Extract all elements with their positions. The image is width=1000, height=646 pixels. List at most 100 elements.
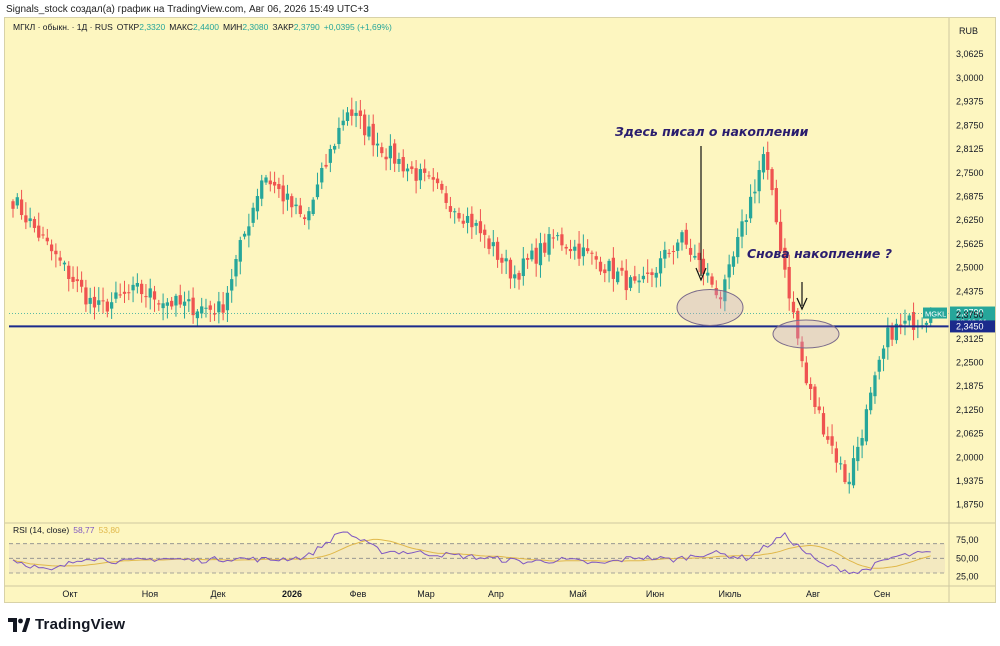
price-tick-label: 2,4375 (956, 286, 984, 296)
candle-body (453, 211, 457, 213)
candle-body (761, 154, 766, 173)
candle-body (97, 300, 101, 305)
candle-body (260, 180, 264, 199)
rsi-legend-item: 58,77 (73, 525, 95, 535)
candle-body (423, 168, 427, 173)
candle-body (839, 463, 843, 465)
candle-body (354, 112, 358, 116)
candle-body (890, 326, 894, 340)
candle-body (860, 438, 864, 446)
candle-body (564, 246, 568, 249)
legend: МГКЛ · обыкн. · 1Д · RUS ОТКР2,3320 МАКС2,… (13, 22, 392, 32)
candle-body (560, 234, 564, 246)
candle-body (418, 169, 423, 181)
candles (11, 97, 933, 494)
candle-body (225, 292, 230, 311)
price-tick-label: 2,3750 (956, 310, 984, 320)
candle-body (504, 258, 508, 262)
time-tick-label: Фев (350, 589, 367, 599)
candle-body (508, 259, 513, 279)
rsi-tick-label: 25,00 (956, 572, 979, 582)
price-tick-label: 1,9375 (956, 476, 984, 486)
candle-body (783, 247, 787, 270)
candle-body (161, 303, 165, 309)
candle-body (363, 114, 367, 136)
candle-body (667, 252, 671, 254)
candle-body (607, 260, 611, 272)
candle-body (774, 188, 778, 223)
price-tick-label: 2,0000 (956, 452, 984, 462)
accumulation-zone (772, 319, 840, 349)
candle-body (92, 296, 97, 308)
candle-body (405, 168, 410, 172)
price-tick-label: 2,5000 (956, 263, 984, 273)
candle-body (864, 409, 869, 442)
candle-body (813, 386, 817, 408)
candle-body (877, 359, 881, 372)
candle-body (633, 276, 637, 281)
candle-body (410, 166, 414, 170)
candle-body (67, 265, 71, 280)
annotation-arrowhead (695, 267, 707, 282)
candle-body (590, 252, 594, 254)
candle-body (538, 243, 543, 266)
candle-body (834, 448, 838, 463)
legend-item: МАКС (169, 22, 193, 32)
time-tick-label: Сен (874, 589, 891, 599)
candle-body (144, 296, 148, 298)
candle-body (573, 246, 577, 251)
candle-body (770, 169, 774, 191)
legend-item: ОТКР (117, 22, 140, 32)
candle-body (285, 193, 290, 200)
candle-body (543, 242, 547, 253)
candle-body (174, 295, 178, 306)
currency-label: RUB (959, 26, 978, 36)
price-tick-label: 2,1875 (956, 381, 984, 391)
candle-body (603, 269, 607, 274)
candle-body (903, 320, 907, 324)
candle-body (234, 259, 238, 277)
candle-body (204, 307, 208, 309)
candle-body (170, 300, 174, 307)
candle-body (778, 221, 783, 252)
candle-body (448, 206, 453, 212)
candle-body (281, 185, 285, 202)
time-tick-label: 2026 (282, 589, 302, 599)
time-axis: Окт Ноя Дек 2026 Фев Мар Апр Май Июн Июль Авг Сен (5, 585, 995, 599)
candle-body (324, 164, 328, 167)
legend-item: 2,4400 (193, 22, 219, 32)
candle-body (547, 234, 551, 255)
candle-body (551, 237, 555, 239)
candle-body (886, 327, 890, 348)
annotations: Здесь писал о накоплении Снова накопление… (615, 124, 892, 349)
tradingview-brand: TradingView (35, 616, 126, 633)
candle-body (753, 191, 757, 194)
price-tick-label: 1,8750 (956, 500, 984, 510)
candle-body (478, 221, 483, 234)
candle-body (315, 184, 320, 198)
candle-body (748, 196, 753, 219)
price-tick-label: 3,0000 (956, 73, 984, 83)
candle-body (791, 301, 796, 313)
time-tick-label: Мар (417, 589, 435, 599)
candle-body (101, 300, 105, 302)
candle-body (255, 196, 260, 212)
candle-body (881, 348, 886, 359)
legend-item: 2,3790 (294, 22, 320, 32)
candle-body (581, 247, 585, 257)
candle-body (688, 247, 693, 255)
rsi-tick-label: 75,00 (956, 535, 979, 545)
candle-body (75, 279, 79, 282)
candle-body (525, 258, 530, 260)
candle-body (804, 362, 808, 384)
candle-body (200, 306, 204, 314)
candle-body (148, 288, 152, 298)
candle-body (624, 270, 628, 291)
tradingview-logo[interactable]: TradingView (8, 616, 125, 633)
candle-body (487, 238, 491, 249)
candle-body (907, 315, 911, 321)
support-badge (950, 320, 995, 333)
rsi-tick-label: 50,00 (956, 553, 979, 563)
